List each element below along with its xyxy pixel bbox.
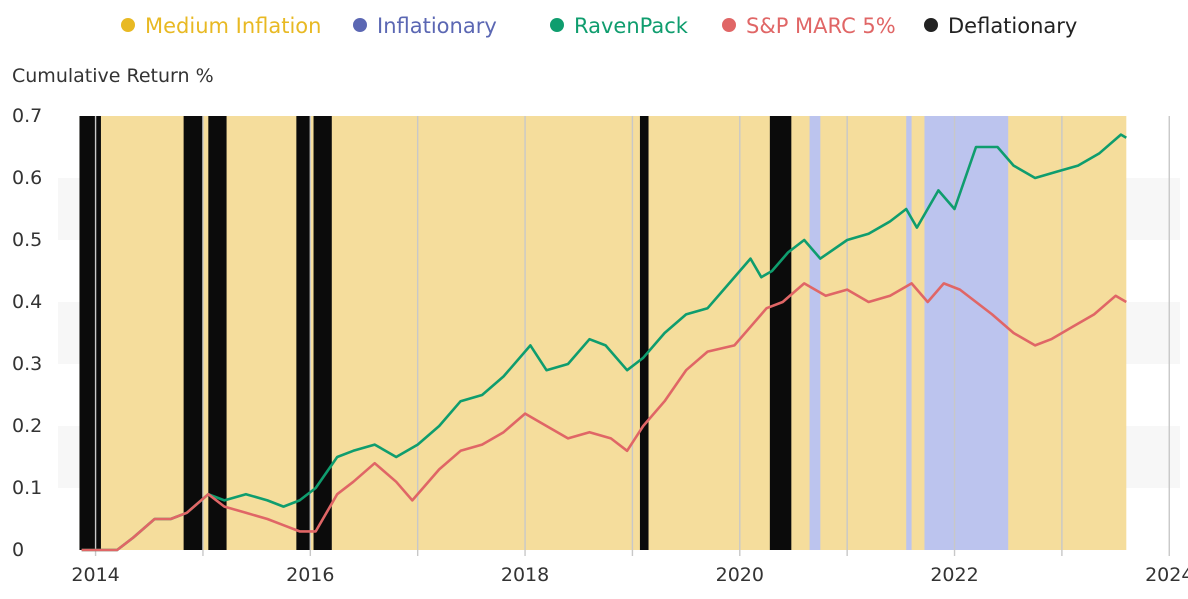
gridlines — [94, 116, 1170, 556]
y-tick-label: 0.2 — [12, 415, 42, 437]
y-tick-label: 0.4 — [12, 291, 42, 313]
legend-label: Deflationary — [948, 14, 1077, 38]
y-tick-label: 0.5 — [12, 229, 42, 251]
legend: Medium Inflation Inflationary RavenPack S&P… — [121, 14, 1077, 38]
legend-label: Inflationary — [377, 14, 497, 38]
legend-marker — [353, 18, 367, 32]
regime-deflationary — [639, 116, 649, 550]
regime-deflationary — [183, 116, 203, 550]
regime-deflationary — [769, 116, 792, 550]
series-lines — [81, 133, 1127, 552]
y-tick-label: 0.7 — [12, 105, 42, 127]
y-axis-label: Cumulative Return % — [12, 65, 214, 87]
x-tick-label: 2020 — [716, 564, 764, 586]
regime-deflationary — [208, 116, 227, 550]
x-tick-label: 2022 — [930, 564, 978, 586]
x-tick-label: 2018 — [501, 564, 549, 586]
legend-marker — [121, 18, 135, 32]
series-line-s-p-marc-5- — [81, 282, 1127, 552]
y-tick-label: 0.3 — [12, 353, 42, 375]
regime-deflationary — [296, 116, 311, 550]
legend-marker — [550, 18, 564, 32]
regime-deflationary — [79, 116, 101, 550]
legend-label: RavenPack — [574, 14, 689, 38]
legend-marker — [722, 18, 736, 32]
legend-label: S&P MARC 5% — [746, 14, 896, 38]
legend-marker — [924, 18, 938, 32]
regime-inflationary — [924, 116, 1009, 550]
regime-shading — [79, 116, 1127, 550]
regime-inflationary — [906, 116, 912, 550]
series-line-ravenpack — [81, 133, 1127, 552]
y-tick-label: 0.6 — [12, 167, 42, 189]
y-axis-ticks: 0 0.1 0.2 0.3 0.4 0.5 0.6 0.7 — [12, 105, 42, 561]
x-tick-label: 2024 — [1145, 564, 1188, 586]
y-tick-label: 0.1 — [12, 477, 42, 499]
x-axis-ticks: 2014 2016 2018 2020 2022 2024 — [71, 564, 1188, 586]
y-tick-label: 0 — [12, 539, 24, 561]
x-tick-label: 2014 — [71, 564, 119, 586]
regime-deflationary — [313, 116, 332, 550]
regime-inflationary — [809, 116, 821, 550]
legend-label: Medium Inflation — [145, 14, 321, 38]
x-tick-label: 2016 — [286, 564, 334, 586]
